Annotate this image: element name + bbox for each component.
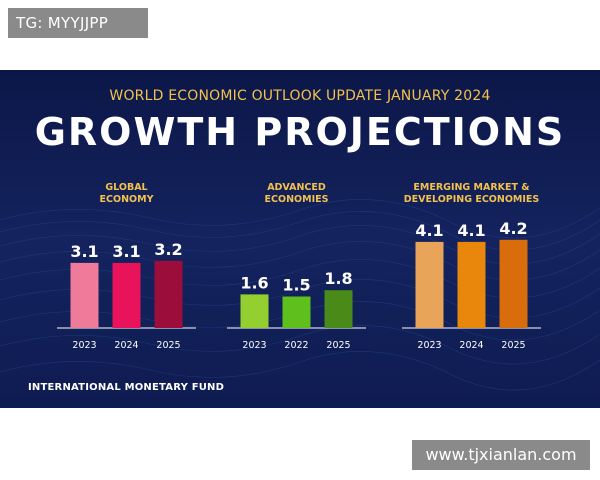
top-tag: TG: MYYJJPP [8,8,148,38]
value-label-0-0: 3.1 [70,242,98,261]
bar-1-1 [282,296,311,328]
watermark: www.tjxianlan.com [412,440,590,470]
tick-label-0-1: 2024 [114,340,138,351]
value-label-1-1: 1.5 [282,276,310,295]
value-label-1-2: 1.8 [324,269,352,288]
value-label-0-1: 3.1 [112,242,140,261]
tick-label-2-1: 2024 [459,340,483,351]
group-title-2-line-1: DEVELOPING ECONOMIES [404,194,540,205]
tick-label-0-2: 2025 [156,340,180,351]
value-label-0-2: 3.2 [154,240,182,259]
tick-label-0-0: 2023 [72,340,96,351]
bar-1-0 [240,294,269,328]
bar-1-2 [324,290,353,328]
bar-2-2 [499,239,528,328]
bar-0-0 [70,262,99,328]
infographic-panel: WORLD ECONOMIC OUTLOOK UPDATE JANUARY 20… [0,70,600,408]
headline: WORLD ECONOMIC OUTLOOK UPDATE JANUARY 20… [109,88,491,104]
group-title-0-line-0: GLOBAL [105,182,147,193]
group-title-0-line-1: ECONOMY [100,194,154,205]
tick-label-2-2: 2025 [501,340,525,351]
page-title: GROWTH PROJECTIONS [34,110,566,154]
bar-2-1 [457,241,486,328]
value-label-1-0: 1.6 [240,273,268,292]
bar-0-2 [154,260,183,328]
tick-label-1-1: 2022 [284,340,308,351]
bar-2-0 [415,241,444,328]
tick-label-1-0: 2023 [242,340,266,351]
group-title-2-line-0: EMERGING MARKET & [413,182,529,193]
value-label-2-1: 4.1 [457,221,485,240]
wave-background [0,70,600,408]
group-title-1-line-1: ECONOMIES [265,194,329,205]
value-label-2-0: 4.1 [415,221,443,240]
value-label-2-2: 4.2 [499,219,527,238]
footer-source: INTERNATIONAL MONETARY FUND [28,382,225,393]
tick-label-1-2: 2025 [326,340,350,351]
group-title-1-line-0: ADVANCED [267,182,326,193]
tick-label-2-0: 2023 [417,340,441,351]
bar-0-1 [112,262,141,328]
